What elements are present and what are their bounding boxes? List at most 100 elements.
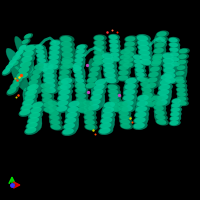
Ellipse shape [42,86,54,110]
Ellipse shape [170,40,180,64]
Ellipse shape [34,44,46,50]
Ellipse shape [136,94,152,102]
Ellipse shape [25,90,34,96]
Ellipse shape [109,98,120,103]
Ellipse shape [103,107,114,113]
Ellipse shape [91,82,105,108]
Ellipse shape [102,61,117,70]
Ellipse shape [133,116,148,124]
Ellipse shape [169,115,181,122]
Ellipse shape [149,72,159,77]
Ellipse shape [105,77,116,83]
Ellipse shape [110,56,122,62]
Ellipse shape [139,58,154,66]
Ellipse shape [140,81,153,89]
Ellipse shape [164,56,176,80]
Ellipse shape [74,62,83,67]
Ellipse shape [23,50,34,57]
Ellipse shape [136,106,147,112]
Ellipse shape [118,101,128,107]
Ellipse shape [171,98,183,104]
Ellipse shape [121,99,136,107]
Ellipse shape [171,101,181,123]
Ellipse shape [10,82,19,89]
Ellipse shape [19,60,34,69]
Ellipse shape [22,39,29,44]
Ellipse shape [61,56,76,64]
Ellipse shape [49,114,62,121]
Ellipse shape [22,61,31,68]
Ellipse shape [14,55,21,60]
Ellipse shape [51,124,61,130]
Ellipse shape [75,97,89,104]
Ellipse shape [164,72,175,78]
Ellipse shape [147,77,157,83]
Ellipse shape [157,88,172,97]
Ellipse shape [178,48,190,54]
Ellipse shape [76,102,89,109]
Ellipse shape [31,107,42,114]
Ellipse shape [2,67,12,76]
Ellipse shape [77,45,86,49]
Ellipse shape [63,62,74,68]
Ellipse shape [44,66,56,90]
Ellipse shape [24,34,31,39]
Ellipse shape [151,61,161,66]
Ellipse shape [50,119,60,125]
Ellipse shape [170,52,179,57]
Ellipse shape [26,121,40,130]
Ellipse shape [109,35,118,39]
Ellipse shape [61,41,72,47]
Ellipse shape [159,78,174,87]
Ellipse shape [135,71,147,78]
Ellipse shape [170,120,179,125]
Ellipse shape [49,39,63,47]
Ellipse shape [47,104,61,112]
Ellipse shape [162,53,174,59]
Ellipse shape [120,119,130,124]
Ellipse shape [178,101,187,105]
Ellipse shape [60,83,71,90]
Ellipse shape [109,47,121,53]
Ellipse shape [83,104,96,111]
Ellipse shape [123,95,134,101]
Ellipse shape [19,45,26,49]
Ellipse shape [35,45,44,50]
Ellipse shape [43,68,54,74]
Ellipse shape [65,117,76,124]
Ellipse shape [104,72,116,78]
Ellipse shape [23,99,34,106]
Ellipse shape [58,80,68,85]
Ellipse shape [33,63,46,71]
Ellipse shape [89,72,98,77]
Ellipse shape [47,63,61,71]
Ellipse shape [75,77,86,83]
Ellipse shape [137,40,149,46]
Ellipse shape [76,85,88,92]
Ellipse shape [43,81,58,89]
Ellipse shape [60,40,75,48]
Ellipse shape [48,59,61,66]
Ellipse shape [118,70,129,75]
Ellipse shape [153,47,166,54]
Ellipse shape [12,76,25,85]
Ellipse shape [73,68,84,75]
Ellipse shape [174,76,186,82]
Ellipse shape [55,105,70,113]
Ellipse shape [171,112,180,117]
Ellipse shape [138,48,153,57]
Ellipse shape [40,83,51,89]
Ellipse shape [39,67,48,71]
Ellipse shape [42,97,55,104]
Ellipse shape [48,59,59,65]
Ellipse shape [20,55,35,64]
Ellipse shape [169,51,181,58]
Ellipse shape [73,61,85,68]
Ellipse shape [18,44,28,53]
Ellipse shape [88,58,102,86]
Ellipse shape [177,60,186,65]
Ellipse shape [153,104,166,111]
Ellipse shape [171,62,180,66]
Ellipse shape [76,93,86,98]
Ellipse shape [158,89,169,96]
